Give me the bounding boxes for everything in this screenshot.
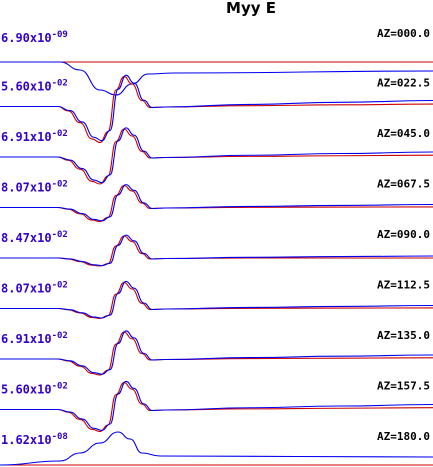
amplitude-exponent: -02 bbox=[52, 79, 68, 89]
amplitude-exponent: -02 bbox=[52, 230, 68, 240]
red-trace bbox=[0, 281, 433, 320]
amplitude-mantissa: 6.91x10 bbox=[1, 130, 52, 144]
amplitude-label: 6.91x10-02 bbox=[1, 331, 68, 346]
red-trace bbox=[0, 75, 433, 144]
red-trace bbox=[0, 331, 433, 376]
red-trace bbox=[0, 128, 433, 185]
azimuth-label: AZ=090.0 bbox=[377, 228, 430, 241]
azimuth-label: AZ=180.0 bbox=[377, 430, 430, 443]
azimuth-label: AZ=157.5 bbox=[377, 380, 430, 393]
trace-panels: 6.90x10-09 AZ=000.05.60x10-02 AZ=022.56.91… bbox=[0, 27, 433, 466]
blue-trace bbox=[0, 280, 433, 319]
amplitude-label: 6.91x10-02 bbox=[1, 129, 68, 144]
azimuth-label: AZ=112.5 bbox=[377, 279, 430, 292]
azimuth-label: AZ=022.5 bbox=[377, 77, 430, 90]
amplitude-mantissa: 8.47x10 bbox=[1, 231, 52, 245]
blue-trace bbox=[0, 74, 433, 142]
trace-panel: 1.62x10-08 AZ=180.0 bbox=[0, 430, 433, 466]
amplitude-exponent: -02 bbox=[52, 129, 68, 139]
trace-panel: 8.07x10-02 AZ=067.5 bbox=[0, 178, 433, 223]
blue-trace bbox=[0, 127, 433, 184]
amplitude-mantissa: 5.60x10 bbox=[1, 80, 52, 94]
amplitude-label: 5.60x10-02 bbox=[1, 79, 68, 94]
amplitude-mantissa: 5.60x10 bbox=[1, 383, 52, 397]
amplitude-mantissa: 6.90x10 bbox=[1, 31, 52, 45]
trace-panel: 6.91x10-02 AZ=135.0 bbox=[0, 329, 433, 376]
blue-trace bbox=[0, 380, 433, 431]
red-trace bbox=[0, 381, 433, 433]
trace-panel: 5.60x10-02 AZ=022.5 bbox=[0, 74, 433, 144]
trace-panel: 6.91x10-02 AZ=045.0 bbox=[0, 127, 433, 185]
amplitude-label: 6.90x10-09 bbox=[1, 30, 68, 45]
amplitude-label: 8.47x10-02 bbox=[1, 230, 68, 245]
trace-panel: 6.90x10-09 AZ=000.0 bbox=[0, 27, 433, 96]
amplitude-exponent: -08 bbox=[52, 432, 68, 442]
azimuth-label: AZ=045.0 bbox=[377, 127, 430, 140]
amplitude-label: 8.07x10-02 bbox=[1, 180, 68, 195]
blue-trace bbox=[0, 234, 433, 267]
amplitude-exponent: -02 bbox=[52, 281, 68, 291]
trace-panel: 8.07x10-02 AZ=112.5 bbox=[0, 279, 433, 320]
amplitude-exponent: -09 bbox=[52, 30, 68, 40]
amplitude-mantissa: 1.62x10 bbox=[1, 433, 52, 447]
amplitude-label: 5.60x10-02 bbox=[1, 382, 68, 397]
blue-trace bbox=[0, 431, 433, 466]
amplitude-exponent: -02 bbox=[52, 180, 68, 190]
amplitude-mantissa: 8.07x10 bbox=[1, 181, 52, 195]
amplitude-mantissa: 6.91x10 bbox=[1, 332, 52, 346]
trace-panel: 8.47x10-02 AZ=090.0 bbox=[0, 228, 433, 267]
red-trace bbox=[0, 184, 433, 223]
amplitude-label: 8.07x10-02 bbox=[1, 281, 68, 296]
amplitude-exponent: -02 bbox=[52, 331, 68, 341]
azimuth-label: AZ=000.0 bbox=[377, 27, 430, 40]
trace-panel: 5.60x10-02 AZ=157.5 bbox=[0, 380, 433, 433]
amplitude-exponent: -02 bbox=[52, 382, 68, 392]
red-trace bbox=[0, 235, 433, 267]
chart-title: Myy E bbox=[226, 0, 276, 17]
azimuth-label: AZ=135.0 bbox=[377, 329, 430, 342]
azimuth-label: AZ=067.5 bbox=[377, 178, 430, 191]
blue-trace bbox=[0, 61, 433, 96]
amplitude-label: 1.62x10-08 bbox=[1, 432, 68, 447]
blue-trace bbox=[0, 330, 433, 375]
blue-trace bbox=[0, 184, 433, 222]
amplitude-mantissa: 8.07x10 bbox=[1, 282, 52, 296]
